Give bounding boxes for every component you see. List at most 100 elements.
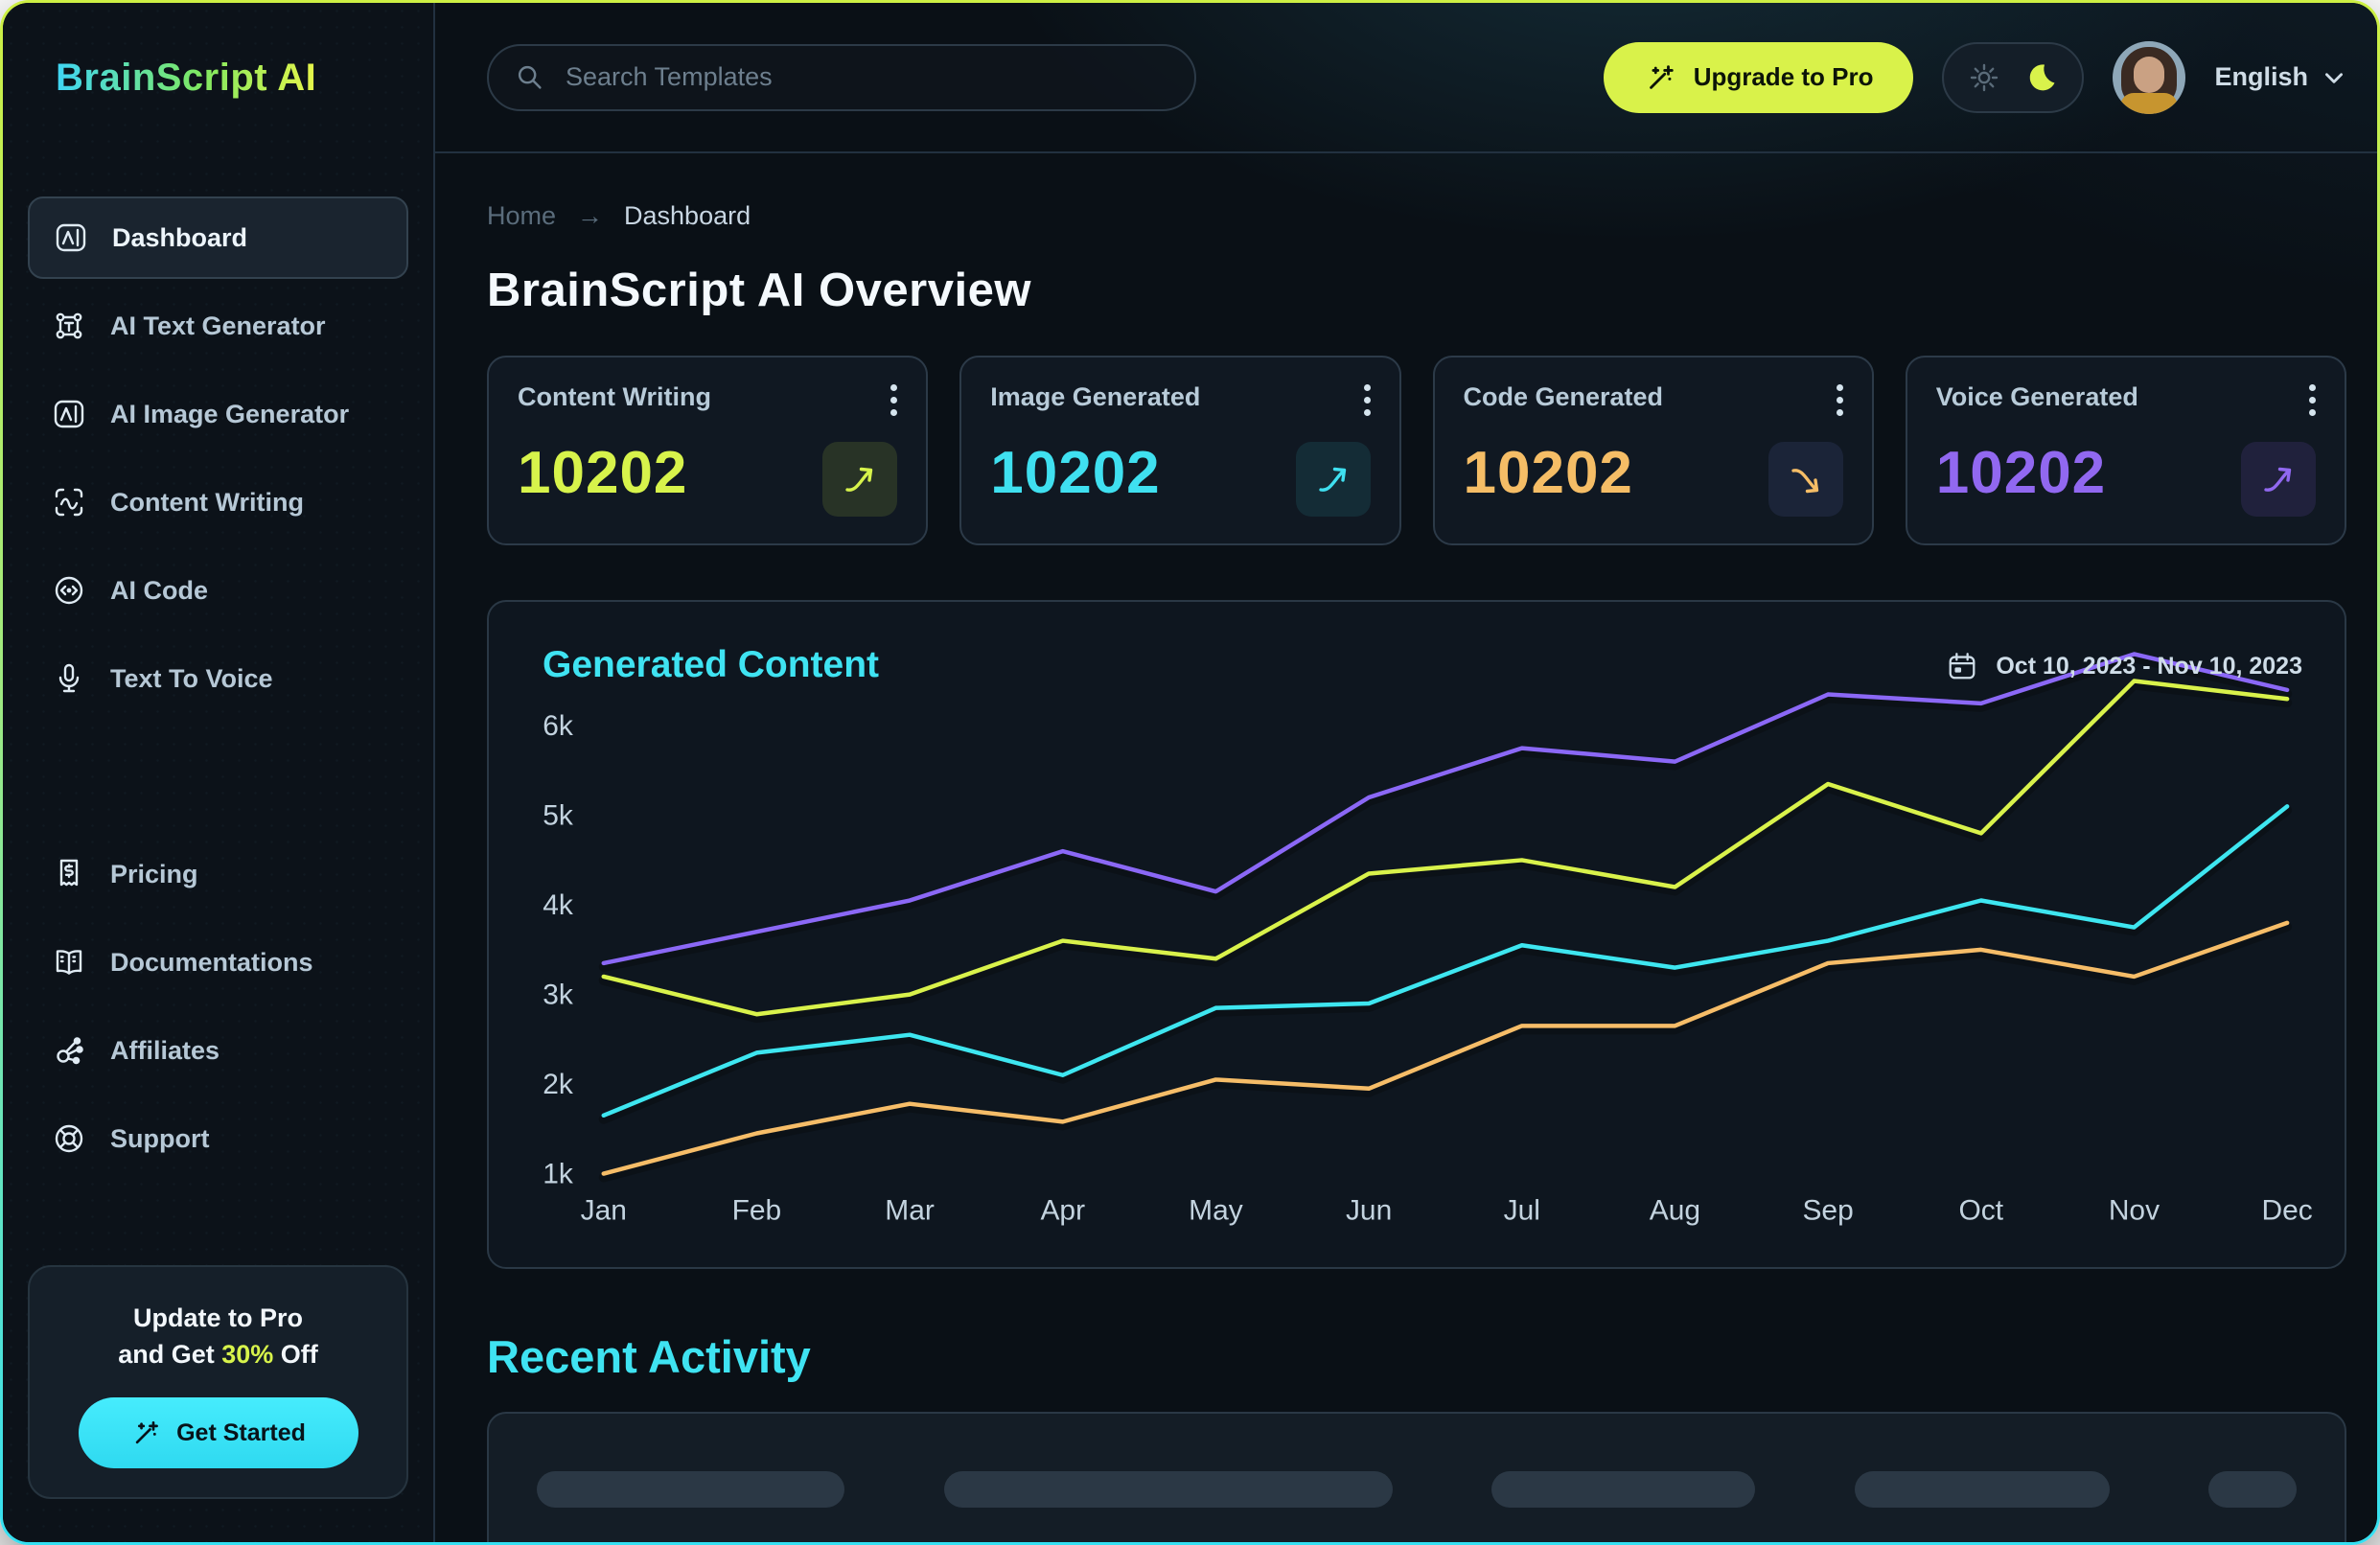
sidebar-item-label: Content Writing <box>110 487 304 517</box>
sidebar-item-ai-image-generator[interactable]: AI Image Generator <box>28 373 408 455</box>
breadcrumb: Home → Dashboard <box>487 201 2346 231</box>
kebab-menu-icon[interactable] <box>2305 380 2320 420</box>
stat-label: Content Writing <box>518 382 711 411</box>
generated-content-chart-card: Generated Content Oct 10, 2023 - Nov 10,… <box>487 600 2346 1269</box>
logo-row: BrainScript AI <box>3 3 433 153</box>
stat-card-image-generated: Image Generated 10202 <box>959 356 1401 545</box>
line-chart: 6k 5k 4k 3k 2k 1k Jan Feb Mar Apr May Jun Jul Aug Sep O… <box>543 652 2313 1226</box>
sidebar-item-label: Support <box>110 1123 210 1153</box>
skeleton-bar <box>943 1471 1393 1508</box>
svg-text:Dec: Dec <box>2262 1194 2313 1226</box>
promo-discount: 30% <box>221 1340 274 1369</box>
sidebar-item-label: AI Text Generator <box>110 311 326 340</box>
sun-icon[interactable] <box>1967 60 2001 95</box>
sidebar-item-label: Pricing <box>110 859 198 888</box>
chart-title: Generated Content <box>543 644 880 685</box>
svg-text:6k: 6k <box>543 710 573 742</box>
svg-text:1k: 1k <box>543 1159 573 1190</box>
stats-row: Content Writing 10202 Image Generated 10… <box>487 356 2346 545</box>
skeleton-bar <box>537 1471 845 1508</box>
sidebar-item-support[interactable]: Support <box>28 1097 408 1180</box>
svg-text:Feb: Feb <box>732 1194 782 1226</box>
image-generator-icon <box>51 396 87 432</box>
page-title: BrainScript AI Overview <box>487 265 1031 316</box>
affiliates-icon <box>51 1032 87 1069</box>
trend-up-icon <box>2241 442 2316 517</box>
language-selector[interactable]: English <box>2214 62 2346 92</box>
support-icon <box>51 1120 87 1157</box>
svg-text:5k: 5k <box>543 800 573 832</box>
chart-header: Generated Content Oct 10, 2023 - Nov 10,… <box>489 602 2345 686</box>
sidebar-item-documentations[interactable]: Documentations <box>28 921 408 1003</box>
sidebar-item-ai-text-generator[interactable]: AI Text Generator <box>28 285 408 367</box>
avatar-shirt <box>2120 92 2179 114</box>
stat-card-code-generated: Code Generated 10202 <box>1432 356 1874 545</box>
text-generator-icon <box>51 308 87 344</box>
skeleton-bar <box>1491 1471 1756 1508</box>
wand-icon <box>1644 61 1676 94</box>
sidebar-item-label: Text To Voice <box>110 663 273 693</box>
svg-text:Jul: Jul <box>1504 1194 1540 1226</box>
sidebar-item-label: Dashboard <box>112 222 248 252</box>
kebab-menu-icon[interactable] <box>887 380 901 420</box>
breadcrumb-arrow-icon: → <box>577 201 604 230</box>
stat-value: 10202 <box>1935 440 2107 506</box>
sidebar-item-label: Affiliates <box>110 1035 220 1065</box>
search-bar[interactable] <box>487 43 1196 111</box>
stat-label: Image Generated <box>990 382 1201 411</box>
nav-section-gap <box>28 726 408 833</box>
recent-activity-title: Recent Activity <box>487 1331 811 1382</box>
svg-text:3k: 3k <box>543 980 573 1011</box>
dashboard-icon <box>53 219 89 256</box>
user-avatar[interactable] <box>2113 40 2186 114</box>
get-started-button[interactable]: Get Started <box>78 1397 358 1468</box>
date-range-label: Oct 10, 2023 - Nov 10, 2023 <box>1996 652 2302 680</box>
date-range-picker[interactable]: Oct 10, 2023 - Nov 10, 2023 <box>1946 650 2302 682</box>
upgrade-to-pro-button[interactable]: Upgrade to Pro <box>1603 41 1914 113</box>
svg-text:Jan: Jan <box>581 1194 627 1226</box>
sidebar-item-label: AI Code <box>110 575 209 605</box>
svg-text:Mar: Mar <box>885 1194 935 1226</box>
sidebar-item-pricing[interactable]: Pricing <box>28 833 408 915</box>
sidebar-item-label: AI Image Generator <box>110 399 350 428</box>
avatar-face <box>2134 56 2165 93</box>
sidebar-item-content-writing[interactable]: Content Writing <box>28 461 408 543</box>
stat-value: 10202 <box>1463 440 1633 506</box>
page-content: Home → Dashboard BrainScript AI Overview… <box>435 153 2377 1542</box>
sidebar-item-dashboard[interactable]: Dashboard <box>28 196 408 279</box>
trend-up-icon <box>822 442 898 517</box>
theme-toggle[interactable] <box>1942 41 2085 113</box>
promo-line-1: Update to Pro <box>132 1303 303 1332</box>
svg-text:Apr: Apr <box>1040 1194 1085 1226</box>
stat-card-content-writing: Content Writing 10202 <box>487 356 929 545</box>
topbar: Upgrade to Pro <box>435 3 2377 153</box>
upgrade-promo-card: Update to Pro and Get 30% Off Get Starte… <box>28 1265 408 1499</box>
svg-text:Sep: Sep <box>1802 1194 1853 1226</box>
stat-value: 10202 <box>990 440 1161 506</box>
sidebar-item-text-to-voice[interactable]: Text To Voice <box>28 637 408 720</box>
topbar-actions: Upgrade to Pro <box>1603 40 2346 114</box>
sidebar-item-affiliates[interactable]: Affiliates <box>28 1009 408 1092</box>
microphone-icon <box>51 660 87 697</box>
kebab-menu-icon[interactable] <box>1360 380 1375 420</box>
skeleton-row <box>537 1471 2297 1508</box>
sidebar-item-ai-code[interactable]: AI Code <box>28 549 408 632</box>
moon-icon[interactable] <box>2024 60 2059 95</box>
trend-up-icon <box>1295 442 1371 517</box>
kebab-menu-icon[interactable] <box>1833 380 1847 420</box>
breadcrumb-home[interactable]: Home <box>487 201 557 230</box>
svg-text:Nov: Nov <box>2109 1194 2160 1226</box>
svg-text:Jun: Jun <box>1346 1194 1392 1226</box>
svg-text:2k: 2k <box>543 1069 573 1100</box>
wand-icon <box>130 1418 161 1448</box>
skeleton-bar <box>1854 1471 2110 1508</box>
search-input[interactable] <box>564 61 1169 93</box>
breadcrumb-current: Dashboard <box>624 201 751 230</box>
promo-line-2: and Get 30% Off <box>118 1340 318 1369</box>
stat-card-voice-generated: Voice Generated 10202 <box>1905 356 2346 545</box>
brand-logo: BrainScript AI <box>56 57 317 99</box>
sidebar: BrainScript AI Dashboard <box>3 3 435 1542</box>
calendar-icon <box>1946 650 1978 682</box>
code-icon <box>51 572 87 609</box>
